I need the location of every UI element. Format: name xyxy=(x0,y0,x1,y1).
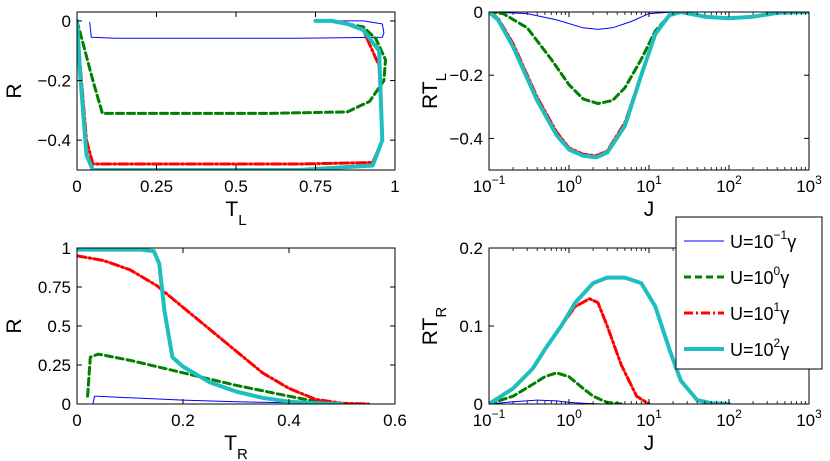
xtick-label: 103 xyxy=(796,173,822,196)
xtick-label: 10−1 xyxy=(473,407,506,430)
ytick-label: −0.2 xyxy=(449,66,483,85)
series-line-p1-2 xyxy=(77,19,384,166)
xtick-label: 100 xyxy=(556,173,582,196)
ytick-label: −0.4 xyxy=(449,129,483,148)
series-line-p2-2 xyxy=(489,12,683,158)
xtick-label: 101 xyxy=(636,173,662,196)
panel-p3: 0 0.2 0.4 0.6 0 0.25 0.5 0.75 1 TR R xyxy=(3,239,407,461)
series-line-p3-2 xyxy=(77,254,370,404)
xtick-label: 0.5 xyxy=(224,177,248,196)
xtick-label: 102 xyxy=(716,407,742,430)
xtick-label: 0.25 xyxy=(140,177,173,196)
axes-frame-p1 xyxy=(76,11,396,171)
ytick-label: 0 xyxy=(62,395,71,414)
legend-label-2: U=101γ xyxy=(730,300,789,324)
xtick-label: 0.2 xyxy=(171,411,195,430)
axes-frame-p3 xyxy=(76,247,396,405)
ytick-label: 0.1 xyxy=(459,317,483,336)
y-axis-label-p4: RTR xyxy=(419,307,450,346)
ytick-label: 0 xyxy=(474,3,483,22)
series-line-p1-3 xyxy=(77,18,385,170)
series-line-p2-0 xyxy=(489,12,674,30)
series-line-p1-1 xyxy=(77,19,387,115)
ytick-label: 0.25 xyxy=(38,356,71,375)
xtick-label: 10−1 xyxy=(473,173,506,196)
xtick-label: 0 xyxy=(72,177,81,196)
ytick-label: 0 xyxy=(62,12,71,31)
legend-label-3: U=102γ xyxy=(730,336,789,360)
ytick-label: −0.4 xyxy=(37,131,71,150)
series-line-p4-1 xyxy=(489,371,623,404)
xtick-label: 0.4 xyxy=(277,411,301,430)
x-axis-label-p3: TR xyxy=(224,432,248,461)
ytick-label: 0.75 xyxy=(38,278,71,297)
series-line-p2-3 xyxy=(489,12,809,160)
xtick-label: 0.6 xyxy=(383,411,407,430)
series-line-p3-3 xyxy=(77,248,344,404)
xtick-label: 0 xyxy=(72,411,81,430)
legend-label-1: U=100γ xyxy=(730,264,789,288)
ytick-label: 0 xyxy=(474,395,483,414)
series-line-p1-0 xyxy=(89,20,385,39)
ytick-label: 0.2 xyxy=(459,239,483,258)
legend: U=10−1γ U=100γ U=101γ U=102γ xyxy=(675,216,823,370)
x-axis-label-p1: TL xyxy=(225,198,246,229)
xtick-label: 1 xyxy=(390,177,399,196)
series-line-p3-1 xyxy=(86,352,344,404)
x-axis-label-p4: J xyxy=(644,432,655,455)
ytick-label: 0.5 xyxy=(47,317,71,336)
xtick-label: 102 xyxy=(716,173,742,196)
series-line-p4-3 xyxy=(489,275,731,404)
ytick-label: −0.2 xyxy=(37,72,71,91)
xtick-label: 101 xyxy=(636,407,662,430)
y-axis-label-p1: R xyxy=(3,83,26,98)
y-axis-label-p2: RTL xyxy=(419,73,450,109)
xtick-label: 100 xyxy=(556,407,582,430)
xtick-label: 103 xyxy=(796,407,822,430)
x-axis-label-p2: J xyxy=(644,198,655,221)
y-axis-label-p3: R xyxy=(3,318,26,333)
legend-box xyxy=(675,216,823,370)
panel-p1: 0 0.25 0.5 0.75 1 0 −0.2 −0.4 TL R xyxy=(3,11,400,229)
legend-label-0: U=10−1γ xyxy=(730,228,796,252)
panel-p2: 10−1 100 101 102 103 0 −0.2 −0.4 J RTL xyxy=(419,3,822,221)
axes-frame-p2 xyxy=(488,11,810,171)
ytick-label: 1 xyxy=(62,239,71,258)
xtick-label: 0.75 xyxy=(299,177,332,196)
